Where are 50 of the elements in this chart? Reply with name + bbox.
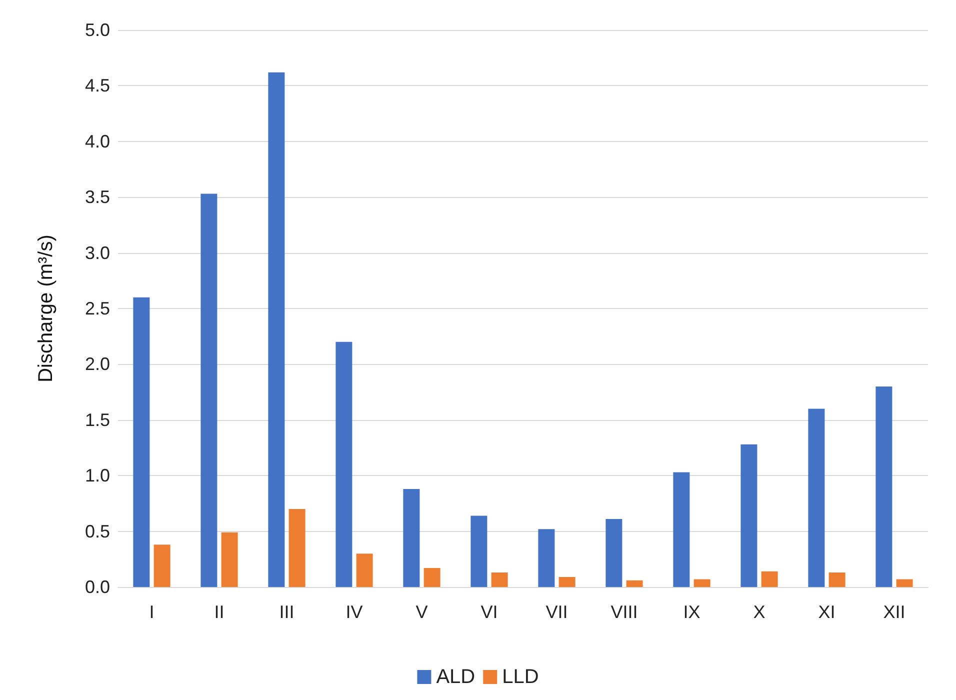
y-tick-label: 4.0 [84,131,110,152]
x-tick-label: I [149,602,154,622]
bar [424,568,440,587]
y-tick-label: 5.0 [84,20,110,40]
x-tick-label: IX [683,602,700,622]
bar [761,571,778,587]
x-tick-label: IV [346,602,363,622]
bar [626,580,643,587]
bar [336,342,352,587]
x-tick-label: X [753,602,766,622]
bar [491,572,508,587]
bar [288,509,306,587]
y-tick-label: 2.0 [84,354,110,374]
bar [808,408,825,587]
x-tick-label: VII [546,602,568,622]
bar [221,532,238,587]
y-tick-label: 2.5 [84,298,110,318]
bar [558,576,576,587]
y-tick-label: 0.5 [84,521,110,542]
y-tick-label: 0.0 [84,577,110,597]
bar [606,519,622,587]
y-tick-label: 3.5 [84,187,110,208]
bar [876,386,892,587]
bar [268,72,285,587]
bar [403,488,420,587]
x-tick-label: XI [818,602,836,622]
x-tick-label: XII [883,602,906,622]
bar [538,529,555,587]
bar [828,572,846,587]
bar [694,579,710,587]
x-tick-label: VI [480,602,498,622]
bar [200,194,218,587]
x-tick-label: III [279,602,294,622]
bar [896,579,913,587]
y-axis-title: Discharge (m³/s) [35,234,57,382]
x-tick-label: VIII [610,602,638,622]
bar [154,544,170,587]
legend-label: LLD [502,666,539,688]
bar [470,516,488,587]
y-tick-label: 1.0 [84,466,110,486]
legend-label: ALD [436,666,476,688]
x-tick-label: II [214,602,224,622]
bar [673,472,690,587]
bar [133,297,150,587]
bar [356,554,373,587]
y-tick-label: 3.0 [84,242,110,263]
x-tick-label: V [416,602,428,622]
y-tick-label: 4.5 [84,76,110,96]
y-tick-label: 1.5 [84,410,110,430]
bar [740,444,758,587]
